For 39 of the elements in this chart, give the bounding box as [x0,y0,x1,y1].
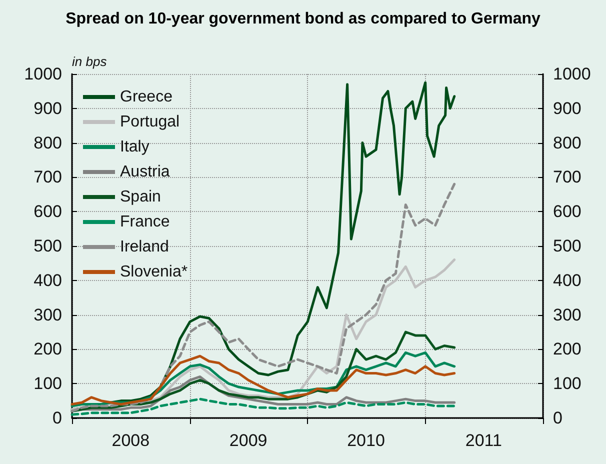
legend-label: Portugal [120,114,180,130]
legend-label: Austria [120,164,170,180]
line-series [70,330,456,412]
chart-title: Spread on 10-year government bond as compared to Germany [66,10,540,28]
y2-tick-label: 700 [553,168,582,187]
legend-label: France [120,214,170,230]
y2-tick-label: 0 [553,408,562,428]
y-tick-label: 0 [52,408,62,428]
y-tick-label: 900 [34,98,62,118]
y-tick-label: 700 [34,168,62,187]
y-tick-label: 600 [34,202,62,222]
legend-label: Ireland [120,238,169,256]
line-series [70,398,456,416]
y-tick-label: 300 [34,305,62,324]
y2-tick-label: 100 [553,374,582,394]
legend-label: Spain [120,188,161,206]
y-axis-title: in bps [72,54,108,69]
y2-tick-label: 1000 [553,64,591,84]
y-tick-label: 500 [34,236,62,256]
y2-tick-label: 500 [553,236,582,256]
y2-tick-label: 600 [553,202,582,222]
y2-tick-label: 800 [553,133,582,152]
y-tick-label: 200 [34,340,62,359]
x-tick-label: 2008 [112,431,150,450]
y2-tick-label: 400 [553,270,582,290]
line-series [70,182,456,412]
y-tick-label: 1000 [24,64,62,84]
legend-label: Greece [120,88,173,106]
y2-tick-label: 200 [553,340,582,359]
x-tick-label: 2009 [229,431,268,450]
y2-tick-label: 900 [553,98,582,118]
x-tick-label: 2011 [465,431,502,450]
y-tick-label: 100 [34,374,62,394]
y-tick-label: 400 [34,270,62,290]
x-tick-label: 2010 [347,431,385,450]
y2-tick-label: 300 [553,305,582,324]
legend-label: Slovenia* [120,264,188,280]
y-tick-label: 800 [34,133,62,152]
legend-label: Italy [120,138,150,156]
